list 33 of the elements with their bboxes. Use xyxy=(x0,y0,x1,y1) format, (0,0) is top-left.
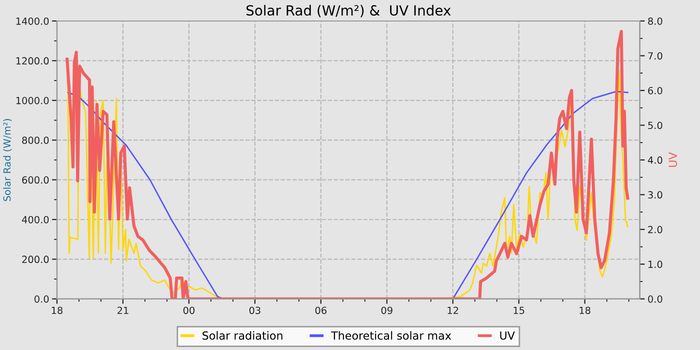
y-tick-label: 800.0 xyxy=(22,136,49,144)
y-tick-label: 1200.0 xyxy=(16,57,49,65)
y-tick-label: 400.0 xyxy=(22,216,49,224)
y2-tick-label: 1.0 xyxy=(648,260,662,268)
y-tick-label: 200.0 xyxy=(22,256,49,264)
x-tick-label: 15 xyxy=(514,306,524,314)
y2-axis-title: UV xyxy=(668,152,678,167)
y2-tick-label: 0.0 xyxy=(648,295,662,303)
x-tick-label: 06 xyxy=(315,306,326,314)
x-tick-label: 09 xyxy=(381,306,392,314)
legend-label: Theoretical solar max xyxy=(331,331,452,340)
chart-title: Solar Rad (W/m²) & UV Index xyxy=(246,4,451,18)
legend-label: UV xyxy=(500,331,515,340)
y-tick-label: 0.0 xyxy=(34,295,49,303)
y2-tick-label: 2.0 xyxy=(648,226,662,234)
line-series xyxy=(66,30,630,299)
y2-tick-label: 5.0 xyxy=(648,122,662,130)
x-tick-label: 18 xyxy=(580,306,590,314)
y-tick-label: 1400.0 xyxy=(16,17,49,25)
x-tick-label: 12 xyxy=(448,306,458,314)
y2-tick-label: 4.0 xyxy=(648,156,662,164)
x-tick-label: 03 xyxy=(249,306,260,314)
y-axis-title: Solar Rad (W/m²) xyxy=(3,119,12,202)
y2-tick-label: 8.0 xyxy=(648,17,662,25)
x-tick-label: 21 xyxy=(117,306,128,314)
y-tick-label: 1000.0 xyxy=(16,96,49,104)
y-tick-label: 600.0 xyxy=(22,176,49,184)
legend-label: Solar radiation xyxy=(202,331,282,340)
y2-tick-label: 7.0 xyxy=(648,52,662,60)
x-tick-label: 00 xyxy=(183,306,194,314)
y2-tick-label: 3.0 xyxy=(648,191,662,199)
y2-tick-label: 6.0 xyxy=(648,86,662,94)
x-tick-label: 18 xyxy=(52,306,62,314)
